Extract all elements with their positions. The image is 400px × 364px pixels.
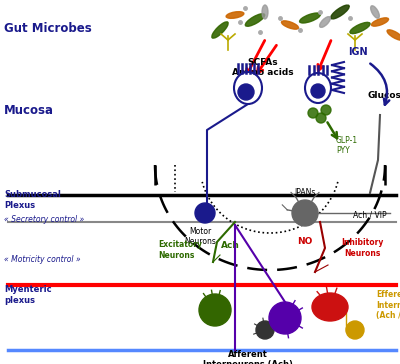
Ellipse shape [372, 18, 388, 26]
Circle shape [199, 294, 231, 326]
Text: SCFAs
Amino acids: SCFAs Amino acids [232, 58, 294, 78]
Text: Glucose: Glucose [368, 91, 400, 99]
Text: Ach / VIP: Ach / VIP [353, 210, 387, 219]
Ellipse shape [350, 22, 370, 33]
Text: « Motricity control »: « Motricity control » [4, 256, 81, 265]
Ellipse shape [212, 22, 228, 38]
Ellipse shape [282, 21, 298, 29]
Text: Motor
Neurons: Motor Neurons [184, 227, 216, 246]
Ellipse shape [245, 14, 265, 26]
Circle shape [308, 108, 318, 118]
Ellipse shape [234, 72, 262, 104]
Ellipse shape [262, 5, 268, 19]
Circle shape [238, 84, 254, 100]
Text: « Secretory control »: « Secretory control » [4, 215, 84, 225]
Ellipse shape [320, 17, 330, 27]
Text: Submucosal
Plexus: Submucosal Plexus [4, 190, 61, 210]
Ellipse shape [226, 12, 244, 18]
Text: NO: NO [297, 237, 313, 246]
Ellipse shape [312, 293, 348, 321]
Text: GLP-1
PYY: GLP-1 PYY [336, 136, 358, 155]
Text: Afferent
Interneurons (Ach): Afferent Interneurons (Ach) [203, 350, 293, 364]
Ellipse shape [387, 30, 400, 40]
Circle shape [321, 105, 331, 115]
Text: Gut Microbes: Gut Microbes [4, 21, 92, 35]
Circle shape [269, 302, 301, 334]
Text: Ach: Ach [220, 241, 240, 249]
Circle shape [316, 113, 326, 123]
Text: Myenteric
plexus: Myenteric plexus [4, 285, 52, 305]
Ellipse shape [300, 13, 320, 23]
Text: Excitatory
Neurons: Excitatory Neurons [158, 240, 202, 260]
Circle shape [346, 321, 364, 339]
Ellipse shape [305, 73, 331, 103]
Text: IGN: IGN [348, 47, 368, 57]
Text: Efferent
Interneurons
(Ach / NO / VIP): Efferent Interneurons (Ach / NO / VIP) [376, 290, 400, 320]
Text: Mucosa: Mucosa [4, 103, 54, 116]
Circle shape [256, 321, 274, 339]
Ellipse shape [331, 5, 349, 19]
Text: Inhibitory
Neurons: Inhibitory Neurons [341, 238, 383, 258]
Text: IPANs: IPANs [294, 188, 316, 197]
Circle shape [311, 84, 325, 98]
Circle shape [292, 200, 318, 226]
Ellipse shape [371, 6, 379, 18]
Circle shape [195, 203, 215, 223]
